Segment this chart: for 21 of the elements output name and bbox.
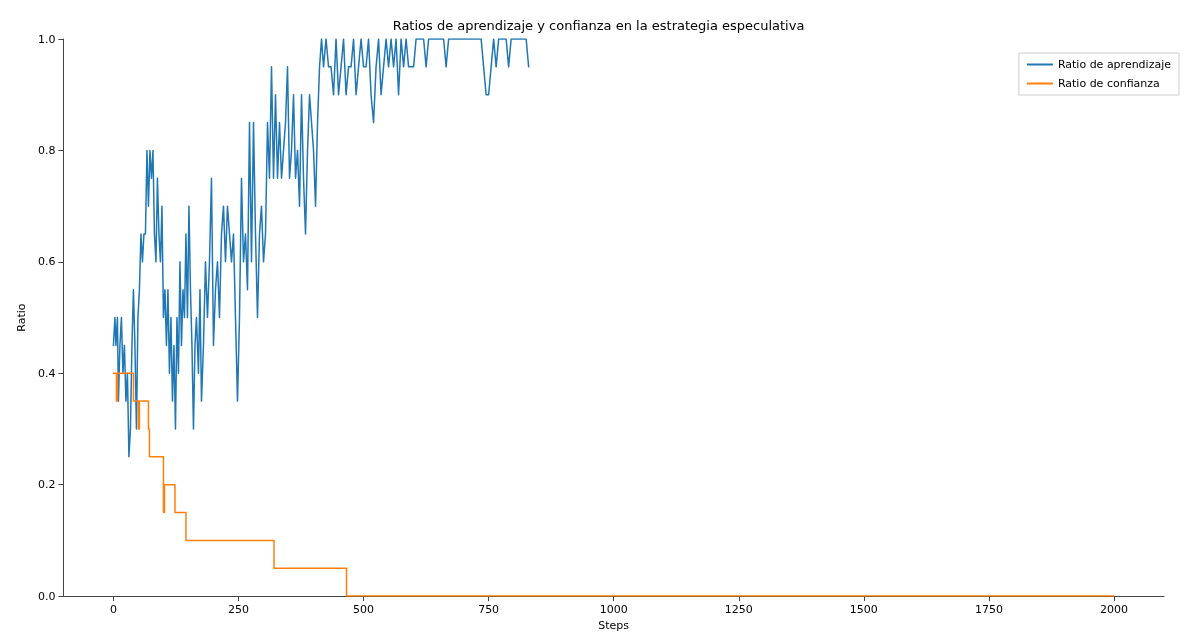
legend-label: Ratio de aprendizaje [1057,58,1172,71]
x-tick-label: 750 [478,603,500,617]
x-tick-label: 250 [227,603,249,617]
y-tick-label: 0.8 [37,143,56,157]
y-axis-title: Ratio [15,303,28,332]
x-tick-label: 0 [109,603,117,617]
y-tick-label: 1.0 [37,32,56,46]
x-tick-label: 1000 [599,603,628,617]
x-tick-label: 1750 [974,603,1003,617]
x-tick-label: 1500 [849,603,878,617]
y-tick-label: 0.0 [37,589,56,603]
y-tick-label: 0.6 [37,255,56,269]
x-tick-label: 2000 [1099,603,1128,617]
chart-title: Ratios de aprendizaje y confianza en la estrategia especulativa [392,18,805,33]
x-tick-label: 1250 [724,603,753,617]
legend-label: Ratio de confianza [1057,77,1160,90]
line-series [112,38,530,458]
x-tick-label: 500 [353,603,375,617]
x-axis-title: Steps [598,619,630,632]
y-tick-label: 0.4 [37,366,56,380]
y-tick-label: 0.2 [37,478,56,492]
